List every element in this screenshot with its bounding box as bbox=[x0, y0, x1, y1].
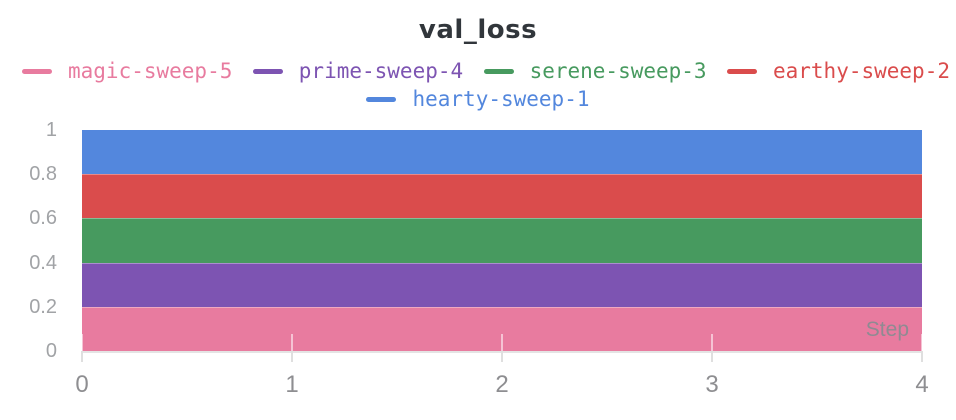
y-tick-label-0-8: 0.8 bbox=[29, 163, 57, 185]
y-tick-label-0-6: 0.6 bbox=[29, 207, 57, 229]
x-axis-title-step: Step bbox=[865, 318, 909, 341]
x-tick-mark-3 bbox=[711, 334, 713, 362]
legend-label: serene-sweep-3 bbox=[529, 59, 707, 83]
y-tick-label-0-2: 0.2 bbox=[29, 296, 57, 318]
x-tick-mark-1 bbox=[291, 334, 293, 362]
band-earthy-sweep-2 bbox=[82, 174, 922, 219]
chart-title: val_loss bbox=[418, 15, 538, 45]
legend-label: hearty-sweep-1 bbox=[412, 87, 590, 111]
x-tick-label-0: 0 bbox=[75, 371, 89, 398]
y-tick-label-0-4: 0.4 bbox=[29, 252, 57, 274]
y-tick-label-0: 0 bbox=[45, 340, 57, 362]
legend-item-serene-sweep-3[interactable]: serene-sweep-3 bbox=[483, 58, 707, 84]
y-tick-label-1: 1 bbox=[45, 119, 57, 141]
legend-row-1: magic-sweep-5 prime-sweep-4 serene-sweep… bbox=[0, 57, 956, 85]
x-tick-label-1: 1 bbox=[285, 371, 299, 398]
legend-label: prime-sweep-4 bbox=[298, 59, 464, 83]
legend-item-hearty-sweep-1[interactable]: hearty-sweep-1 bbox=[366, 86, 590, 112]
legend-item-earthy-sweep-2[interactable]: earthy-sweep-2 bbox=[726, 58, 950, 84]
band-prime-sweep-4 bbox=[82, 262, 922, 307]
band-serene-sweep-3 bbox=[82, 218, 922, 263]
x-tick-label-4: 4 bbox=[915, 371, 929, 398]
legend-item-prime-sweep-4[interactable]: prime-sweep-4 bbox=[252, 58, 464, 84]
x-tick-label-3: 3 bbox=[705, 371, 719, 398]
band-hearty-sweep-1 bbox=[82, 130, 922, 175]
legend-line-icon bbox=[252, 68, 283, 74]
legend-label: earthy-sweep-2 bbox=[772, 59, 950, 83]
x-tick-mark-0 bbox=[81, 334, 83, 362]
legend-row-2: hearty-sweep-1 bbox=[0, 85, 956, 113]
y-axis: 1 0.8 0.6 0.4 0.2 0 bbox=[0, 0, 57, 420]
legend-line-icon bbox=[483, 68, 514, 74]
x-tick-mark-4 bbox=[921, 334, 923, 362]
legend-label: magic-sweep-5 bbox=[68, 59, 233, 83]
x-tick-mark-2 bbox=[501, 334, 503, 362]
legend-item-magic-sweep-5[interactable]: magic-sweep-5 bbox=[22, 58, 232, 84]
legend-line-icon bbox=[366, 96, 397, 102]
x-tick-label-2: 2 bbox=[495, 371, 509, 398]
plot-area[interactable]: Step bbox=[82, 130, 922, 351]
legend-line-icon bbox=[22, 68, 52, 74]
legend: magic-sweep-5 prime-sweep-4 serene-sweep… bbox=[0, 57, 956, 113]
legend-line-icon bbox=[726, 68, 757, 74]
